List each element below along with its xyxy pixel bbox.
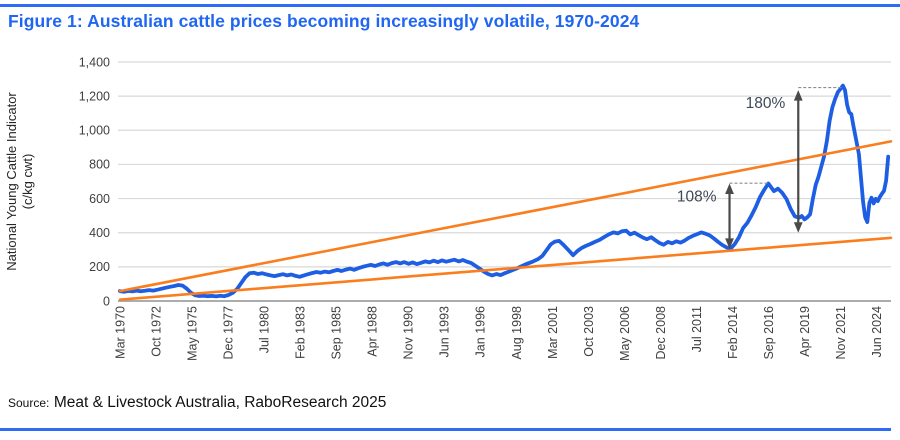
annotation-label-180: 180% (746, 95, 786, 112)
y-tick-label: 1,000 (79, 124, 110, 138)
y-tick-label: 200 (89, 260, 110, 274)
source-prefix-label: Source: (8, 396, 50, 410)
x-tick-label: Jan 1996 (474, 306, 488, 357)
y-tick-label: 1,400 (79, 55, 110, 69)
cattle-price-chart: 0 200 400 600 800 1,000 1,200 1,400 National You… (4, 55, 893, 361)
x-tick-label: Aug 1998 (510, 306, 524, 360)
arrow-up-head-108 (725, 183, 734, 195)
y-tick-label: 1,200 (79, 89, 110, 103)
x-tick-label: Feb 1983 (294, 306, 308, 359)
annotation-label-108: 108% (677, 189, 717, 206)
x-tick-label: Feb 2014 (726, 306, 740, 359)
source-line: Source: Meat & Livestock Australia, Rabo… (8, 394, 386, 412)
x-tick-label: Dec 2008 (654, 306, 668, 360)
y-axis-title-units: (c/kg cwt) (20, 154, 35, 210)
upper-volatility-trendline (118, 140, 893, 293)
x-tick-label: Nov 1990 (402, 306, 416, 360)
x-tick-label: Nov 2021 (834, 306, 848, 360)
x-tick-label: Sep 2016 (762, 306, 776, 360)
x-tick-label: Apr 1988 (366, 306, 380, 357)
y-tick-label: 0 (103, 294, 110, 308)
x-tick-label: Jul 2011 (690, 306, 704, 352)
x-tick-label: May 1975 (186, 306, 200, 361)
x-tick-label: Oct 1972 (149, 306, 163, 357)
arrow-down-head-180 (793, 222, 803, 233)
x-tick-label: Jul 1980 (258, 306, 272, 353)
figure-title: Figure 1: Australian cattle prices becom… (8, 11, 640, 31)
y-axis-title: National Young Cattle Indicator (4, 92, 19, 271)
y-tick-label: 400 (89, 226, 110, 240)
x-tick-label: Mar 1970 (114, 306, 128, 359)
x-tick-label: Dec 1977 (222, 306, 236, 360)
price-series-line (118, 83, 891, 299)
y-tick-label: 600 (89, 192, 110, 206)
x-tick-label: Oct 2003 (582, 306, 596, 357)
x-tick-label: Sep 1985 (330, 306, 344, 360)
x-tick-label: May 2006 (618, 306, 632, 361)
source-text: Meat & Livestock Australia, RaboResearch… (53, 394, 387, 411)
x-tick-label: Mar 2001 (546, 306, 560, 359)
top-border-line (0, 4, 900, 7)
x-tick-label: Jun 1993 (438, 306, 452, 357)
y-tick-label: 800 (89, 158, 110, 172)
x-tick-label: Apr 2019 (798, 306, 812, 357)
lower-volatility-trendline (118, 236, 893, 301)
bottom-border-line (0, 428, 891, 431)
arrow-down-head-108 (725, 238, 734, 249)
x-tick-label: Jun 2024 (870, 306, 884, 357)
arrow-up-head-180 (793, 90, 803, 101)
